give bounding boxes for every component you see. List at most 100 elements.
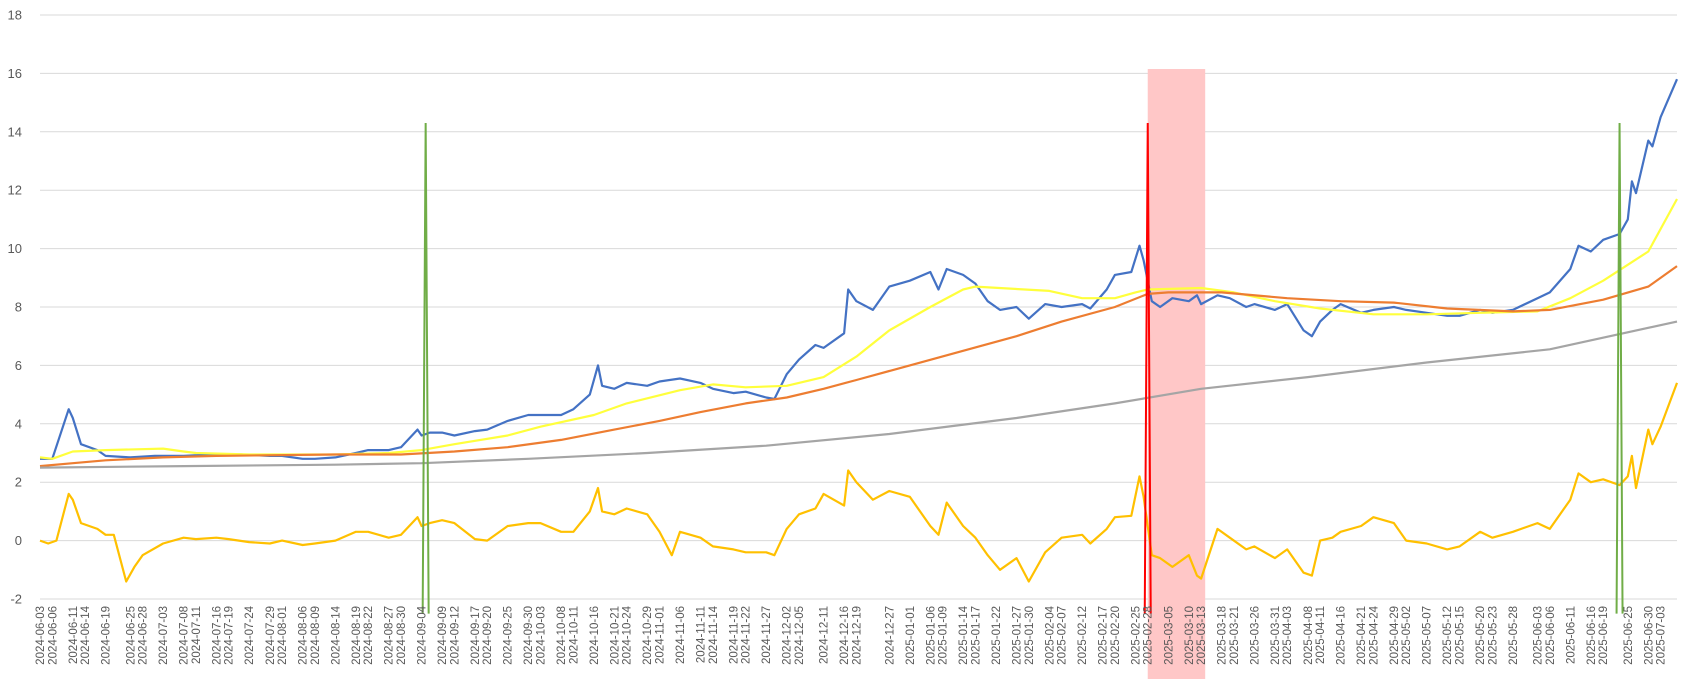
series-line-2 — [39, 198, 1678, 460]
x-tick-label: 2024-09-09 — [437, 606, 449, 665]
x-tick-label: 2024-09-20 — [482, 606, 494, 665]
x-tick-label: 2024-06-19 — [101, 606, 113, 665]
series-line-5 — [39, 382, 1679, 583]
vertical-marker-layer — [421, 123, 1624, 614]
x-tick-label: 2025-03-13 — [1196, 606, 1208, 665]
x-tick-label: 2024-12-11 — [819, 606, 831, 664]
x-tick-label: 2025-01-06 — [925, 606, 937, 665]
y-tick-label: 0 — [15, 533, 22, 548]
x-tick-label: 2024-06-14 — [80, 605, 92, 664]
y-tick-label: 12 — [8, 183, 22, 198]
x-tick-label: 2024-11-06 — [675, 606, 687, 664]
x-tick-label: 2025-01-27 — [1012, 606, 1024, 665]
x-tick-label: 2025-05-23 — [1487, 606, 1499, 665]
x-tick-label: 2024-07-08 — [179, 606, 191, 665]
x-tick-label: 2025-03-10 — [1184, 606, 1196, 665]
y-tick-label: 14 — [8, 124, 22, 139]
x-tick-label: 2025-02-25 — [1130, 606, 1142, 665]
x-tick-label: 2025-05-02 — [1401, 606, 1413, 665]
x-tick-label: 2024-11-11 — [696, 606, 708, 663]
x-tick-label: 2024-07-29 — [265, 606, 277, 665]
x-tick-label: 2024-07-16 — [211, 606, 223, 665]
x-tick-label: 2024-11-19 — [728, 606, 740, 664]
x-tick-label: 2025-02-12 — [1077, 606, 1089, 665]
vertical-marker-line-1 — [421, 123, 430, 614]
x-tick-label: 2025-06-16 — [1586, 606, 1598, 665]
x-tick-label: 2024-11-27 — [761, 606, 773, 664]
y-tick-label: 16 — [8, 66, 22, 81]
gridlines — [40, 14, 1677, 600]
x-tick-label: 2024-08-30 — [396, 606, 408, 665]
x-tick-label: 2025-03-18 — [1217, 606, 1229, 665]
x-tick-label: 2024-09-12 — [449, 606, 461, 665]
x-tick-label: 2024-06-03 — [35, 606, 47, 665]
series-line-4 — [39, 320, 1678, 469]
vertical-marker-line-2 — [1143, 123, 1152, 614]
x-tick-label: 2025-04-16 — [1336, 606, 1348, 665]
x-tick-label: 2024-09-25 — [503, 606, 515, 665]
x-tick-label: 2024-07-11 — [191, 606, 203, 664]
y-tick-label: 4 — [15, 416, 22, 431]
x-tick-label: 2024-12-27 — [884, 606, 896, 665]
x-tick-label: 2024-08-27 — [384, 606, 396, 665]
x-tick-label: 2024-10-21 — [609, 606, 621, 665]
x-tick-label: 2024-07-03 — [158, 606, 170, 665]
x-tick-label: 2025-02-17 — [1098, 606, 1110, 665]
x-tick-label: 2024-12-02 — [782, 606, 794, 665]
x-tick-label: 2025-02-20 — [1110, 606, 1122, 665]
x-tick-label: 2025-06-11 — [1565, 606, 1577, 664]
x-tick-label: 2025-06-19 — [1598, 606, 1610, 665]
x-tick-label: 2024-10-29 — [642, 606, 654, 665]
x-tick-label: 2024-07-24 — [244, 605, 256, 664]
x-tick-label: 2024-08-09 — [310, 606, 322, 665]
x-tick-label: 2024-12-19 — [851, 606, 863, 665]
x-tick-label: 2024-10-16 — [589, 606, 601, 665]
series-line-3 — [39, 265, 1678, 468]
x-tick-label: 2025-04-24 — [1368, 605, 1380, 664]
x-tick-label: 2025-03-21 — [1229, 606, 1241, 665]
x-tick-label: 2024-06-25 — [125, 606, 137, 665]
x-tick-label: 2025-01-17 — [970, 606, 982, 665]
x-tick-label: 2025-01-09 — [938, 606, 950, 665]
x-tick-label: 2025-01-22 — [991, 606, 1003, 665]
x-tick-label: 2024-12-16 — [839, 606, 851, 665]
x-tick-label: 2025-04-08 — [1303, 606, 1315, 665]
y-axis-ticks: -2 0 2 4 6 8 10 12 14 16 18 — [8, 8, 22, 607]
x-tick-label: 2024-06-06 — [47, 606, 59, 665]
x-tick-label: 2024-08-14 — [330, 605, 342, 664]
x-tick-label: 2025-06-25 — [1623, 606, 1635, 665]
x-tick-label: 2024-09-30 — [523, 606, 535, 665]
x-tick-label: 2024-08-19 — [351, 606, 363, 665]
y-tick-label: 8 — [15, 300, 22, 315]
x-tick-label: 2025-05-12 — [1442, 606, 1454, 665]
x-tick-label: 2025-04-29 — [1389, 606, 1401, 665]
x-tick-label: 2025-03-31 — [1270, 606, 1282, 665]
x-tick-label: 2025-05-07 — [1422, 606, 1434, 665]
series-layer — [39, 78, 1679, 583]
x-tick-label: 2024-11-14 — [708, 605, 720, 664]
x-tick-label: 2024-06-28 — [138, 606, 150, 665]
x-tick-label: 2025-05-15 — [1455, 606, 1467, 665]
y-tick-label: 6 — [15, 358, 22, 373]
x-tick-label: 2024-09-17 — [470, 606, 482, 665]
x-tick-label: 2025-04-21 — [1356, 606, 1368, 665]
series-line-1 — [40, 78, 1679, 460]
x-tick-label: 2024-10-24 — [622, 605, 634, 664]
y-tick-label: 10 — [8, 241, 22, 256]
x-tick-label: 2025-06-30 — [1643, 606, 1655, 665]
x-tick-label: 2024-07-19 — [224, 606, 236, 665]
x-tick-label: 2025-01-01 — [905, 606, 917, 665]
x-tick-label: 2025-06-06 — [1545, 606, 1557, 665]
x-tick-label: 2024-10-03 — [536, 606, 548, 665]
x-tick-label: 2025-03-05 — [1163, 606, 1175, 665]
x-tick-label: 2025-03-26 — [1249, 606, 1261, 665]
y-tick-label: 18 — [8, 8, 22, 23]
x-axis-ticks: 2024-06-03 2024-06-06 2024-06-11 2024-06-14… — [35, 605, 1668, 664]
x-tick-label: 2024-09-04 — [417, 605, 429, 664]
x-tick-label: 2025-02-28 — [1143, 606, 1155, 665]
x-tick-label: 2025-07-03 — [1656, 606, 1668, 665]
x-tick-label: 2025-02-04 — [1044, 605, 1056, 664]
x-tick-label: 2024-08-22 — [363, 606, 375, 665]
x-tick-label: 2025-06-03 — [1533, 606, 1545, 665]
